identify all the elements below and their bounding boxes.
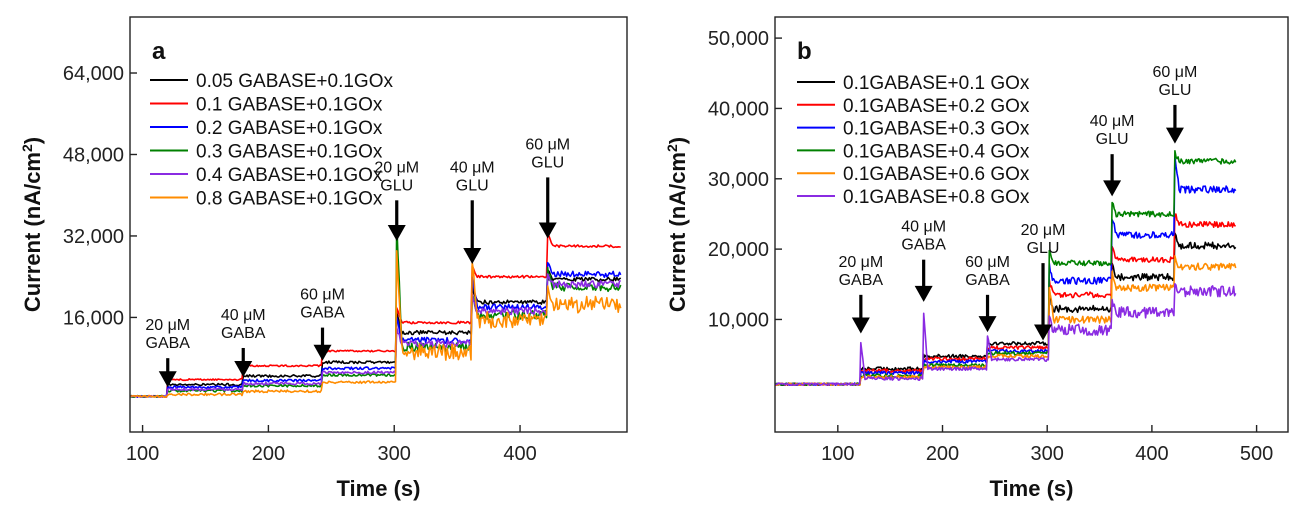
annotation-label: GABA bbox=[839, 272, 884, 289]
annotation-arrow-head bbox=[313, 344, 332, 361]
annotation-concentration: 40 μM bbox=[221, 307, 266, 324]
annotation-label: GLU bbox=[380, 177, 413, 194]
x-axis-title: Time (s) bbox=[337, 476, 421, 501]
annotation-arrow-head bbox=[851, 317, 870, 334]
annotation-concentration: 60 μM bbox=[1153, 64, 1198, 81]
panel-a: 100 200 300 400 16,000 32,000 48,000 64,000 Time… bbox=[19, 16, 628, 501]
legend-label: 0.4 GABASE+0.1GOx bbox=[196, 165, 383, 186]
annotation-arrow-head bbox=[978, 316, 997, 333]
annotation-concentration: 60 μM bbox=[525, 136, 570, 153]
series-line bbox=[130, 269, 622, 398]
legend-label: 0.1 GABASE+0.1GOx bbox=[196, 95, 383, 116]
y-axis-title: Current (nA/cm2) bbox=[19, 137, 45, 312]
y-tick-label: 48,000 bbox=[63, 144, 124, 166]
plot-frame bbox=[129, 16, 628, 433]
annotation-label: GABA bbox=[146, 335, 191, 352]
annotation-arrow-head bbox=[158, 371, 177, 388]
y-tick-label: 30,000 bbox=[708, 169, 769, 191]
x-tick-label: 100 bbox=[126, 443, 159, 465]
series-line bbox=[775, 283, 1237, 386]
annotation-concentration: 20 μM bbox=[374, 159, 419, 176]
series-line bbox=[130, 261, 622, 398]
annotation-label: GLU bbox=[1027, 240, 1060, 257]
panel-b: 100 200 300 400 500 10,000 20,000 30,000 40,000 5… bbox=[664, 16, 1289, 501]
annotation-arrow-head bbox=[1103, 180, 1122, 197]
annotation-label: GABA bbox=[300, 305, 345, 322]
y-tick-label: 32,000 bbox=[63, 226, 124, 248]
series-line bbox=[130, 250, 622, 398]
annotation-concentration: 60 μM bbox=[965, 254, 1010, 271]
legend-label: 0.1GABASE+0.4 GOx bbox=[843, 141, 1030, 162]
annotation-concentration: 20 μM bbox=[145, 317, 190, 334]
legend-label: 0.3 GABASE+0.1GOx bbox=[196, 142, 383, 163]
legend-label: 0.8 GABASE+0.1GOx bbox=[196, 189, 383, 210]
y-tick-label: 20,000 bbox=[708, 239, 769, 261]
annotation-concentration: 20 μM bbox=[838, 254, 883, 271]
legend-label: 0.1GABASE+0.3 GOx bbox=[843, 119, 1030, 140]
series-line bbox=[130, 273, 621, 398]
x-tick-label: 100 bbox=[821, 443, 854, 465]
annotation-concentration: 60 μM bbox=[300, 287, 345, 304]
y-tick-label: 40,000 bbox=[708, 98, 769, 120]
annotation-label: GLU bbox=[531, 154, 564, 171]
y-tick-label: 10,000 bbox=[708, 309, 769, 331]
annotation-arrow-head bbox=[463, 247, 482, 264]
x-axis-title: Time (s) bbox=[990, 476, 1074, 501]
annotation-label: GABA bbox=[901, 237, 946, 254]
annotation-label: GLU bbox=[1096, 131, 1129, 148]
plot-frame bbox=[774, 16, 1289, 433]
legend-label: 0.1GABASE+0.8 GOx bbox=[843, 187, 1030, 208]
x-tick-label: 300 bbox=[378, 443, 411, 465]
series-line bbox=[130, 232, 621, 398]
legend-label: 0.05 GABASE+0.1GOx bbox=[196, 71, 393, 92]
legend-label: 0.1GABASE+0.1 GOx bbox=[843, 73, 1030, 94]
annotation-concentration: 40 μM bbox=[901, 219, 946, 236]
annotation-arrow-head bbox=[1034, 324, 1053, 341]
y-tick-label: 50,000 bbox=[708, 28, 769, 50]
annotation-label: GABA bbox=[221, 325, 266, 342]
annotation-arrow-head bbox=[234, 361, 253, 378]
x-tick-label: 200 bbox=[252, 443, 285, 465]
y-tick-label: 16,000 bbox=[63, 307, 124, 329]
panel-letter: a bbox=[152, 38, 166, 65]
annotation-arrow-head bbox=[387, 225, 406, 242]
annotation-label: GLU bbox=[1158, 82, 1191, 99]
series-group bbox=[130, 220, 622, 398]
x-tick-label: 400 bbox=[1135, 443, 1168, 465]
y-axis-title: Current (nA/cm2) bbox=[664, 137, 690, 312]
annotation-arrow-head bbox=[538, 222, 557, 239]
x-tick-label: 500 bbox=[1240, 443, 1273, 465]
legend-label: 0.1GABASE+0.2 GOx bbox=[843, 96, 1030, 117]
series-group bbox=[775, 150, 1237, 386]
annotation-concentration: 40 μM bbox=[450, 159, 495, 176]
annotation-concentration: 20 μM bbox=[1021, 222, 1066, 239]
legend-label: 0.1GABASE+0.6 GOx bbox=[843, 164, 1030, 185]
y-tick-label: 64,000 bbox=[63, 63, 124, 85]
x-tick-label: 400 bbox=[503, 443, 536, 465]
annotation-arrow-head bbox=[914, 285, 933, 302]
annotation-label: GABA bbox=[965, 272, 1010, 289]
annotation-concentration: 40 μM bbox=[1090, 113, 1135, 130]
annotation-label: GLU bbox=[456, 177, 489, 194]
panel-letter: b bbox=[797, 38, 812, 65]
legend-label: 0.2 GABASE+0.1GOx bbox=[196, 118, 383, 139]
x-tick-label: 200 bbox=[926, 443, 959, 465]
x-tick-label: 300 bbox=[1031, 443, 1064, 465]
annotation-arrow-head bbox=[1165, 127, 1184, 144]
